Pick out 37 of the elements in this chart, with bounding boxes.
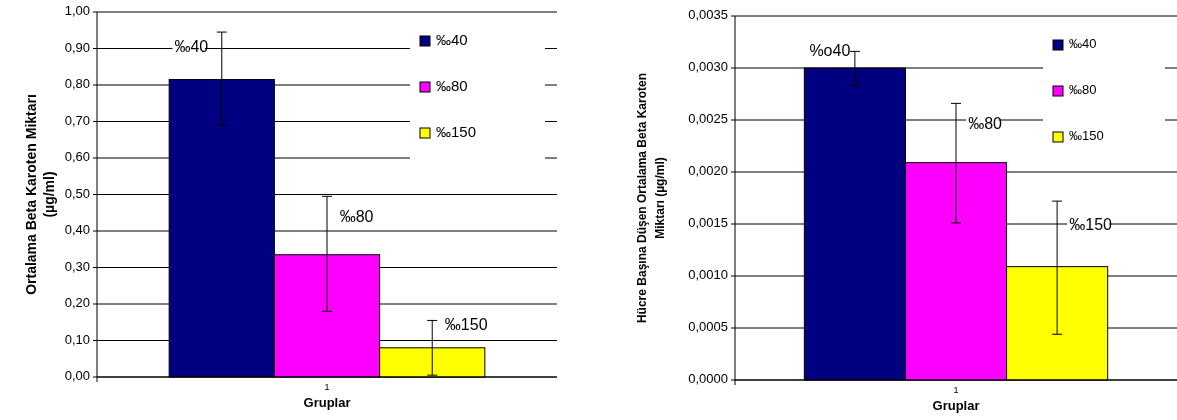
y-tick-label: 0,30 bbox=[64, 258, 90, 274]
annotation: ‰150 bbox=[1069, 216, 1113, 234]
y-tick-label: 0,00 bbox=[64, 368, 90, 384]
y-tick-label: 0,80 bbox=[64, 76, 90, 92]
x-tick-label: 1 bbox=[953, 385, 959, 395]
y-tick-label: 0,70 bbox=[64, 112, 90, 128]
y-tick-label: 0,0030 bbox=[688, 59, 728, 75]
y-tick-label: 0,50 bbox=[64, 185, 90, 201]
annotation: ‰150 bbox=[444, 316, 488, 334]
y-tick-label: 1,00 bbox=[64, 3, 90, 19]
y-tick-label: 0,0005 bbox=[688, 319, 728, 335]
y-axis-title: Ortalama Beta Karoten Miktarı (µg/ml) bbox=[23, 94, 57, 295]
y-tick-label: 0,20 bbox=[64, 295, 90, 311]
y-tick-label: 0,60 bbox=[64, 149, 90, 165]
y-tick-label: 0,0020 bbox=[688, 163, 728, 179]
y-tick-label: 0,0015 bbox=[688, 215, 728, 231]
x-tick-label: 1 bbox=[324, 382, 330, 392]
annotation: ‰80 bbox=[339, 207, 374, 225]
legend-label: ‰80 bbox=[1069, 82, 1097, 98]
y-tick-label: 0,10 bbox=[64, 331, 90, 347]
legend-label: ‰80 bbox=[436, 76, 468, 94]
y-tick-label: 0,90 bbox=[64, 39, 90, 55]
legend-label: ‰150 bbox=[436, 122, 477, 140]
y-tick-label: 0,0025 bbox=[688, 111, 728, 127]
x-axis-title: Gruplar bbox=[303, 395, 351, 410]
y-tick-label: 0,0035 bbox=[688, 7, 728, 23]
legend-label: ‰40 bbox=[436, 30, 468, 48]
annotation: %o40 bbox=[809, 41, 851, 59]
x-axis-title: Gruplar bbox=[932, 398, 980, 413]
y-tick-label: 0,0000 bbox=[688, 371, 728, 387]
annotation: ‰80 bbox=[968, 115, 1003, 133]
annotation: ‰40 bbox=[174, 38, 209, 56]
y-tick-label: 0,0010 bbox=[688, 267, 728, 283]
y-axis-title: Hücre Başına Düşen Ortalama Beta Karoten Miktarı (µg/ml) bbox=[635, 72, 667, 324]
legend-label: ‰40 bbox=[1069, 36, 1097, 52]
y-tick-label: 0,40 bbox=[64, 222, 90, 238]
legend-label: ‰150 bbox=[1069, 128, 1104, 144]
